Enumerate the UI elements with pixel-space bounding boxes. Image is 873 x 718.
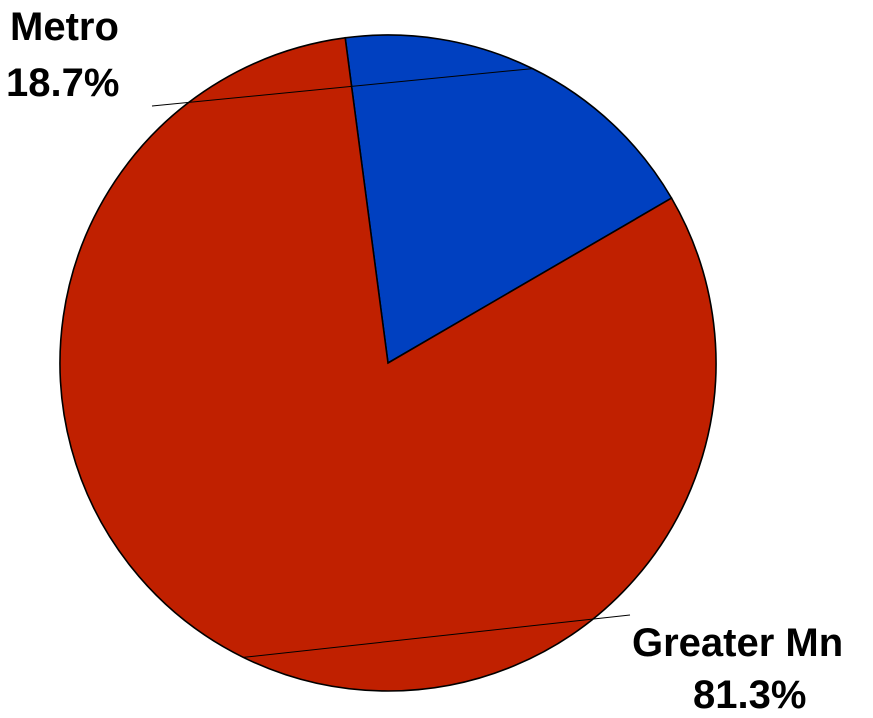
pie-slices	[59, 34, 717, 692]
leader-lines	[151, 68, 631, 658]
leader-line-metro	[151, 68, 533, 107]
leader-line-greater-mn	[243, 614, 631, 658]
metro-label: Metro	[10, 5, 119, 49]
greater-mn-percent-label: 81.3%	[693, 673, 806, 717]
greater-mn-label: Greater Mn	[632, 621, 843, 665]
metro-percent-label: 18.7%	[6, 61, 119, 105]
